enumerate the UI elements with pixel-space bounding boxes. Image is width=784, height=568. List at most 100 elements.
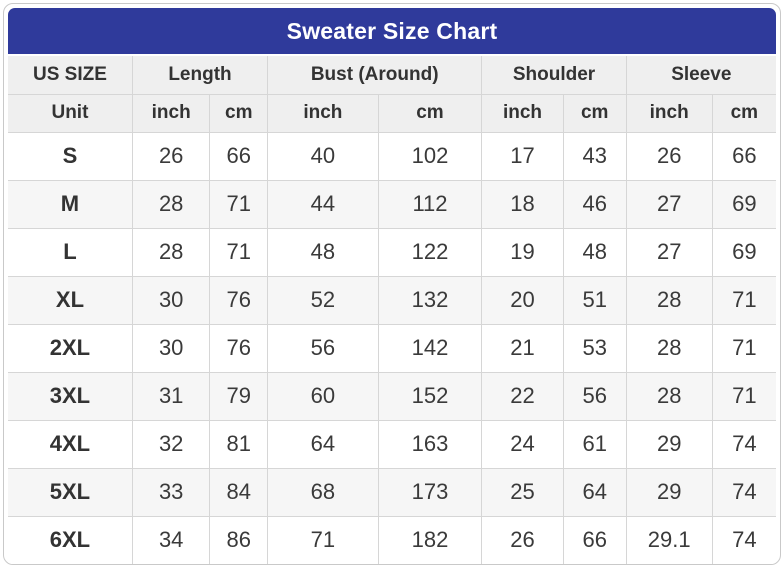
measurement-cell: 71 xyxy=(711,371,776,421)
measurement-cell: 51 xyxy=(562,275,627,325)
size-label-cell: 5XL xyxy=(8,467,133,517)
measurement-cell: 86 xyxy=(209,515,269,564)
measurement-cell: 28 xyxy=(625,371,713,421)
measurement-cell: 79 xyxy=(209,371,269,421)
measurement-cell: 71 xyxy=(267,515,379,564)
size-chart-card: Sweater Size Chart US SIZE Length Bust (… xyxy=(3,3,781,565)
measurement-cell: 28 xyxy=(625,275,713,325)
measurement-cell: 76 xyxy=(209,323,269,373)
measurement-cell: 76 xyxy=(209,275,269,325)
measurement-cell: 25 xyxy=(481,467,564,517)
size-label-cell: 4XL xyxy=(8,419,133,469)
measurement-cell: 20 xyxy=(481,275,564,325)
measurement-cell: 182 xyxy=(377,515,483,564)
unit-length-inch: inch xyxy=(131,93,211,133)
measurement-cell: 30 xyxy=(131,323,211,373)
measurement-cell: 102 xyxy=(377,131,483,181)
measurement-cell: 48 xyxy=(562,227,627,277)
size-label-cell: 6XL xyxy=(8,515,133,564)
measurement-cell: 64 xyxy=(267,419,379,469)
measurement-cell: 32 xyxy=(131,419,211,469)
measurement-cell: 21 xyxy=(481,323,564,373)
table-row: L 28 71 48 122 19 48 27 69 xyxy=(8,227,776,277)
measurement-cell: 71 xyxy=(209,179,269,229)
measurement-cell: 56 xyxy=(267,323,379,373)
header-sleeve: Sleeve xyxy=(625,56,776,95)
measurement-cell: 29 xyxy=(625,467,713,517)
measurement-cell: 19 xyxy=(481,227,564,277)
measurement-cell: 43 xyxy=(562,131,627,181)
measurement-cell: 81 xyxy=(209,419,269,469)
measurement-cell: 69 xyxy=(711,179,776,229)
unit-bust-inch: inch xyxy=(267,93,379,133)
size-label-cell: S xyxy=(8,131,133,181)
unit-shoulder-cm: cm xyxy=(562,93,627,133)
table-row: 5XL 33 84 68 173 25 64 29 74 xyxy=(8,467,776,517)
header-length: Length xyxy=(131,56,269,95)
chart-title-bar: Sweater Size Chart xyxy=(8,8,776,54)
measurement-cell: 24 xyxy=(481,419,564,469)
unit-length-cm: cm xyxy=(209,93,269,133)
measurement-cell: 132 xyxy=(377,275,483,325)
header-shoulder: Shoulder xyxy=(481,56,627,95)
measurement-cell: 33 xyxy=(131,467,211,517)
unit-header-row: Unit inch cm inch cm inch cm inch cm xyxy=(8,93,776,133)
table-row: M 28 71 44 112 18 46 27 69 xyxy=(8,179,776,229)
measurement-cell: 69 xyxy=(711,227,776,277)
measurement-cell: 28 xyxy=(131,227,211,277)
measurement-cell: 31 xyxy=(131,371,211,421)
table-row: S 26 66 40 102 17 43 26 66 xyxy=(8,131,776,181)
unit-sleeve-cm: cm xyxy=(711,93,776,133)
measurement-cell: 27 xyxy=(625,179,713,229)
size-table-body: S 26 66 40 102 17 43 26 66 M 28 71 44 112 18 46 27 69 L 28 7… xyxy=(8,131,776,564)
unit-bust-cm: cm xyxy=(377,93,483,133)
measurement-cell: 28 xyxy=(625,323,713,373)
measurement-cell: 18 xyxy=(481,179,564,229)
measurement-cell: 173 xyxy=(377,467,483,517)
measurement-cell: 66 xyxy=(711,131,776,181)
measurement-cell: 34 xyxy=(131,515,211,564)
measurement-cell: 52 xyxy=(267,275,379,325)
size-label-cell: XL xyxy=(8,275,133,325)
table-row: XL 30 76 52 132 20 51 28 71 xyxy=(8,275,776,325)
table-row: 6XL 34 86 71 182 26 66 29.1 74 xyxy=(8,515,776,564)
measurement-cell: 26 xyxy=(625,131,713,181)
unit-shoulder-inch: inch xyxy=(481,93,564,133)
measurement-cell: 22 xyxy=(481,371,564,421)
unit-label: Unit xyxy=(8,93,133,133)
column-group-header-row: US SIZE Length Bust (Around) Shoulder Sl… xyxy=(8,56,776,95)
measurement-cell: 44 xyxy=(267,179,379,229)
measurement-cell: 27 xyxy=(625,227,713,277)
measurement-cell: 60 xyxy=(267,371,379,421)
chart-title: Sweater Size Chart xyxy=(286,17,498,44)
size-label-cell: L xyxy=(8,227,133,277)
measurement-cell: 30 xyxy=(131,275,211,325)
measurement-cell: 28 xyxy=(131,179,211,229)
measurement-cell: 71 xyxy=(209,227,269,277)
measurement-cell: 64 xyxy=(562,467,627,517)
measurement-cell: 74 xyxy=(711,515,776,564)
measurement-cell: 53 xyxy=(562,323,627,373)
measurement-cell: 71 xyxy=(711,275,776,325)
measurement-cell: 29 xyxy=(625,419,713,469)
measurement-cell: 152 xyxy=(377,371,483,421)
measurement-cell: 74 xyxy=(711,419,776,469)
measurement-cell: 61 xyxy=(562,419,627,469)
measurement-cell: 17 xyxy=(481,131,564,181)
measurement-cell: 122 xyxy=(377,227,483,277)
size-label-cell: 2XL xyxy=(8,323,133,373)
measurement-cell: 56 xyxy=(562,371,627,421)
measurement-cell: 40 xyxy=(267,131,379,181)
measurement-cell: 66 xyxy=(562,515,627,564)
size-label-cell: M xyxy=(8,179,133,229)
table-row: 4XL 32 81 64 163 24 61 29 74 xyxy=(8,419,776,469)
header-us-size: US SIZE xyxy=(8,56,133,95)
measurement-cell: 163 xyxy=(377,419,483,469)
measurement-cell: 68 xyxy=(267,467,379,517)
measurement-cell: 112 xyxy=(377,179,483,229)
measurement-cell: 26 xyxy=(481,515,564,564)
measurement-cell: 84 xyxy=(209,467,269,517)
measurement-cell: 29.1 xyxy=(625,515,713,564)
measurement-cell: 46 xyxy=(562,179,627,229)
size-chart-table: US SIZE Length Bust (Around) Shoulder Sl… xyxy=(8,56,776,564)
